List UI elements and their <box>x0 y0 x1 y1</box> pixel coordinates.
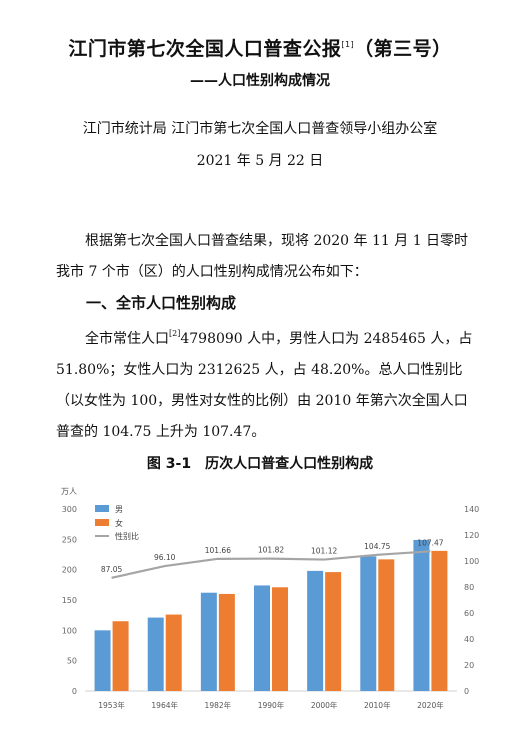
y-left-tick-label: 50 <box>67 657 77 666</box>
sex-ratio-data-label: 101.82 <box>258 546 284 555</box>
y-right-tick-label: 60 <box>464 609 474 618</box>
legend-label-female: 女 <box>115 518 123 528</box>
figure-number: 图 3-1 <box>146 456 192 472</box>
x-tick-label: 2010年 <box>364 700 391 710</box>
y-right-tick-label: 100 <box>464 557 479 566</box>
y-left-tick-label: 200 <box>62 566 77 575</box>
x-tick-label: 1982年 <box>205 700 232 710</box>
sex-ratio-chart: 万人 0 50 100 150 200 250 300 0 20 40 60 80 100 120 140 19… <box>61 487 479 710</box>
bar-male <box>360 556 377 691</box>
figure-caption: 图 3-1 历次人口普查人口性别构成 <box>0 453 520 473</box>
bar-female <box>272 587 288 691</box>
legend-swatch-male <box>95 505 109 512</box>
document-title: 江门市第七次全国人口普查公报[1]（第三号） <box>0 34 520 61</box>
x-tick-label: 2000年 <box>311 700 338 710</box>
bar-female <box>165 614 182 691</box>
legend-label-male: 男 <box>115 505 123 514</box>
bar-male <box>307 570 324 691</box>
y-left-tick-label: 300 <box>62 505 77 514</box>
legend-swatch-female <box>95 519 109 526</box>
publish-date: 2021 年 5 月 22 日 <box>196 153 324 169</box>
y-left-tick-label: 100 <box>62 626 77 635</box>
bar-male <box>147 617 164 691</box>
x-tick-label: 1953年 <box>98 700 125 710</box>
population-paragraph: 全市常住人口[2]4798090 人中，男性人口为 2485465 人，占 51… <box>56 318 476 448</box>
y-right-tick-label: 40 <box>464 635 474 644</box>
sex-ratio-data-label: 107.47 <box>417 538 443 547</box>
bar-male <box>413 539 430 691</box>
sex-ratio-line <box>111 550 431 579</box>
x-tick-label: 1964年 <box>151 700 178 710</box>
y-right-tick-label: 120 <box>464 531 479 540</box>
bar-female <box>218 593 235 691</box>
y-right-tick-label: 80 <box>464 583 474 592</box>
sex-ratio-data-label: 101.12 <box>311 547 337 556</box>
bar-female <box>378 559 395 691</box>
bar-male <box>94 630 111 691</box>
population-footnote-ref: [2] <box>169 329 181 338</box>
y-left-tick-label: 250 <box>62 535 77 544</box>
sex-ratio-data-label: 87.05 <box>101 565 123 574</box>
legend-label-ratio: 性别比 <box>115 531 139 541</box>
y-right-tick-label: 20 <box>464 661 474 670</box>
population-text-b: 4798090 人中，男性人口为 2485465 人，占 51.80%；女性人口… <box>56 331 473 440</box>
figure-caption-text: 历次人口普查人口性别构成 <box>205 456 374 472</box>
intro-paragraph: 根据第七次全国人口普查结果，现将 2020 年 11 月 1 日零时我市 7 个… <box>56 233 469 280</box>
y-right-tick-label: 140 <box>464 505 479 514</box>
bar-female <box>112 621 129 691</box>
title-text: 江门市第七次全国人口普查公报 <box>68 38 342 60</box>
issuer-line: 江门市统计局 江门市第七次全国人口普查领导小组办公室 <box>82 121 438 137</box>
bar-female <box>325 572 342 691</box>
bar-male <box>254 585 270 691</box>
title-footnote-ref: [1] <box>341 40 355 49</box>
document-subtitle: ——人口性别构成情况 <box>190 73 330 89</box>
sex-ratio-data-label: 96.10 <box>154 553 176 562</box>
y-right-tick-label: 0 <box>464 687 469 696</box>
y-left-tick-label: 0 <box>72 687 77 696</box>
sex-ratio-data-label: 104.75 <box>364 542 390 551</box>
title-suffix: （第三号） <box>354 38 452 60</box>
x-tick-label: 1990年 <box>258 700 285 710</box>
bar-female <box>431 550 448 691</box>
population-text-a: 全市常住人口 <box>85 331 169 347</box>
section-heading: 一、全市人口性别构成 <box>86 294 237 312</box>
y-left-tick-label: 150 <box>62 596 77 605</box>
y-left-unit: 万人 <box>61 487 77 496</box>
sex-ratio-data-label: 101.66 <box>205 546 231 555</box>
x-tick-label: 2020年 <box>417 700 444 710</box>
bar-male <box>200 592 217 691</box>
